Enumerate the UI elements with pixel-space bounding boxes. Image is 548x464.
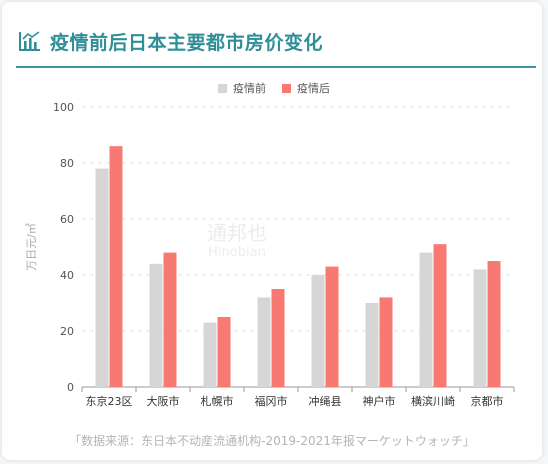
x-tick-label: 东京23区 <box>86 394 133 408</box>
bar-after <box>325 266 339 387</box>
legend-swatch <box>282 84 291 93</box>
y-axis-label: 万日元/㎡ <box>25 223 38 271</box>
title-divider <box>16 66 536 68</box>
y-tick-label: 0 <box>67 381 74 394</box>
x-tick-label: 札幌市 <box>201 394 234 408</box>
data-source-note: 「数据来源：东日本不动産流通机构-2019-2021年报マーケットウォッチ」 <box>69 434 475 448</box>
chart-card: 疫情前后日本主要都市房价变化 通邦也 Hinobian 0 20 40 60 80 100 万日… <box>2 2 542 460</box>
x-tick-label: 横滨川崎 <box>411 394 455 408</box>
page-title: 疫情前后日本主要都市房价变化 <box>50 31 324 54</box>
bar-after <box>109 146 123 387</box>
bar-before <box>365 303 379 387</box>
bar-chart-icon <box>19 31 40 51</box>
bar-before <box>149 263 163 387</box>
x-tick-label: 福冈市 <box>255 394 288 408</box>
x-tick-label: 冲绳县 <box>309 394 342 408</box>
bar-before <box>473 269 487 387</box>
x-tick-label: 神户市 <box>363 394 396 408</box>
bar-before <box>203 322 217 387</box>
y-tick-label: 60 <box>60 213 74 226</box>
bar-after <box>487 261 501 387</box>
bar-before <box>257 297 271 387</box>
bar-before <box>311 275 325 387</box>
legend-label: 疫情后 <box>297 81 330 95</box>
y-tick-label: 80 <box>60 157 74 170</box>
legend-swatch <box>218 84 227 93</box>
x-tick-label: 大阪市 <box>147 394 180 408</box>
title-bar: 疫情前后日本主要都市房价变化 <box>18 26 323 56</box>
watermark-en: Hinobian <box>208 245 266 260</box>
y-tick-label: 20 <box>60 325 74 338</box>
legend-label: 疫情前 <box>233 81 266 95</box>
x-tick-label: 京都市 <box>471 394 504 408</box>
bar-after <box>163 252 177 387</box>
bar-after <box>217 317 231 387</box>
bar-after <box>379 297 393 387</box>
watermark-cn: 通邦也 <box>207 221 267 245</box>
y-tick-label: 100 <box>53 101 74 114</box>
y-tick-label: 40 <box>60 269 74 282</box>
bar-before <box>419 252 433 387</box>
bar-before <box>95 168 109 387</box>
bar-after <box>433 244 447 387</box>
bar-after <box>271 289 285 387</box>
